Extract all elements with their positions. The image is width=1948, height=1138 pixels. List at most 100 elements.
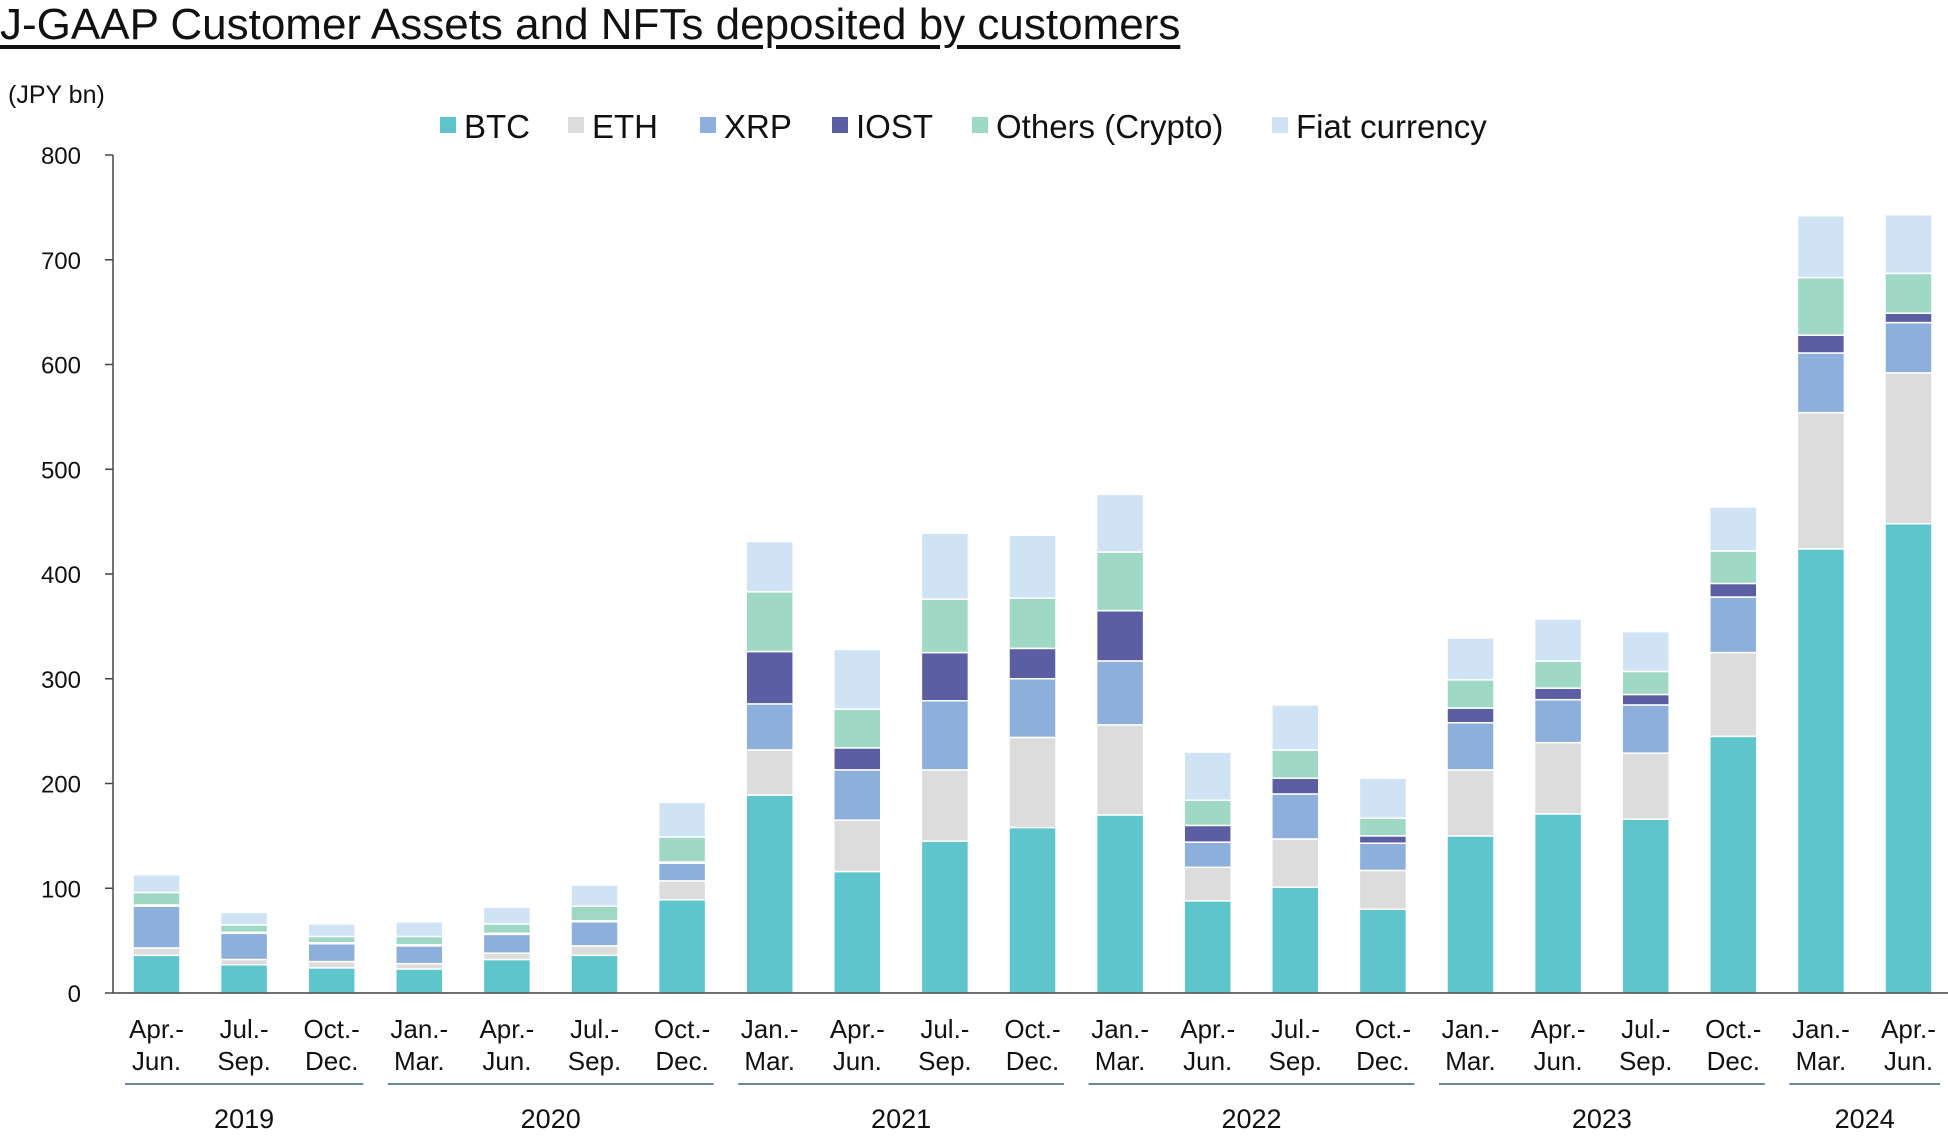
y-tick-label: 100: [41, 876, 81, 903]
bar-segment-xrp: [1533, 698, 1583, 744]
bar-segment-iost: [1183, 824, 1232, 843]
bar-segment-fiat-currency: [657, 801, 707, 838]
bar-stack: [1796, 215, 1846, 994]
bar-segment-fiat-currency: [920, 532, 970, 600]
legend-swatch: [700, 117, 716, 133]
bar-segment-eth: [920, 769, 970, 842]
bar-segment-fiat-currency: [132, 873, 181, 894]
bar-stack: [570, 884, 619, 994]
bar-stack: [1271, 704, 1320, 994]
bar-segment-xrp: [1271, 793, 1320, 840]
bar-segment-others-crypto: [1621, 670, 1670, 696]
bar-segment-xrp: [745, 703, 794, 751]
bar-segment-btc: [1533, 813, 1583, 994]
bar-segment-others-crypto: [219, 924, 269, 933]
bar-segment-eth: [745, 749, 794, 796]
bars: [132, 213, 1933, 994]
bar-segment-others-crypto: [1884, 272, 1933, 314]
bar-stack: [219, 911, 269, 994]
bar-segment-btc: [482, 958, 532, 994]
bar-segment-others-crypto: [1796, 276, 1846, 336]
x-tick-label: Apr.-Jun.: [830, 1014, 885, 1076]
bar-segment-xrp: [307, 943, 356, 963]
bar-stack: [1358, 777, 1408, 994]
bar-segment-eth: [219, 958, 269, 966]
bar-segment-fiat-currency: [219, 911, 269, 926]
y-tick-label: 0: [68, 981, 81, 1008]
bar-segment-fiat-currency: [1884, 213, 1933, 275]
bar-stack: [1008, 534, 1057, 994]
bar-segment-xrp: [1446, 721, 1495, 771]
bar-segment-eth: [1358, 869, 1408, 910]
bar-stack: [1095, 493, 1145, 994]
bar-segment-others-crypto: [570, 905, 619, 922]
bar-segment-btc: [1183, 900, 1232, 994]
bar-segment-eth: [1095, 724, 1145, 816]
y-axis: 0 100 200 300 400 500 600 700 800: [41, 143, 114, 1008]
bar-segment-others-crypto: [132, 891, 181, 906]
bar-segment-eth: [1796, 411, 1846, 550]
bar-segment-xrp: [219, 932, 269, 961]
bar-segment-eth: [1884, 372, 1933, 525]
chart-legend: BTC ETH XRP IOST Others (Crypto) Fiat currenc…: [440, 108, 1487, 145]
bar-stack: [657, 801, 707, 994]
bar-segment-btc: [1446, 835, 1495, 994]
bar-stack: [1183, 751, 1232, 994]
bar-stack: [482, 906, 532, 994]
bar-segment-others-crypto: [1183, 799, 1232, 827]
bar-segment-xrp: [1358, 842, 1408, 872]
bar-stack: [1446, 637, 1495, 994]
bar-segment-xrp: [132, 905, 181, 949]
bar-segment-others-crypto: [1095, 551, 1145, 612]
x-tick-label: Jul.-Sep.: [568, 1014, 622, 1076]
bar-segment-iost: [1271, 777, 1320, 795]
legend-item: XRP: [700, 108, 792, 145]
y-tick-label: 400: [41, 562, 81, 589]
bar-segment-fiat-currency: [395, 921, 444, 938]
x-tick-label: Jan.-Mar.: [741, 1014, 799, 1076]
x-tick-label: Oct.-Dec.: [1705, 1014, 1761, 1076]
bar-segment-btc: [745, 794, 794, 994]
x-tick-label: Jan.-Mar.: [1442, 1014, 1500, 1076]
bar-segment-others-crypto: [745, 591, 794, 653]
bar-segment-btc: [132, 954, 181, 994]
bar-stack: [1884, 213, 1933, 994]
bar-segment-xrp: [920, 699, 970, 771]
legend-label: ETH: [592, 108, 658, 145]
bar-segment-others-crypto: [1271, 749, 1320, 780]
bar-segment-xrp: [395, 945, 444, 965]
x-tick-label: Jul.-Sep.: [217, 1014, 271, 1076]
bar-segment-others-crypto: [1533, 660, 1583, 689]
bar-segment-fiat-currency: [1183, 751, 1232, 802]
bar-segment-eth: [132, 947, 181, 957]
bar-segment-eth: [833, 819, 882, 873]
bar-segment-eth: [1709, 651, 1758, 738]
y-tick-label: 600: [41, 353, 81, 380]
bar-stack: [920, 532, 970, 994]
legend-item: BTC: [440, 108, 530, 145]
legend-swatch: [1272, 117, 1288, 133]
y-tick-label: 800: [41, 143, 81, 170]
x-tick-label: Apr.-Jun.: [479, 1014, 534, 1076]
bar-segment-btc: [1621, 818, 1670, 994]
x-tick-label: Jan.-Mar.: [390, 1014, 448, 1076]
bar-segment-btc: [1884, 522, 1933, 994]
legend-label: IOST: [856, 108, 933, 145]
bar-segment-iost: [920, 651, 970, 702]
bar-segment-fiat-currency: [1008, 534, 1057, 599]
x-tick-label: Apr.-Jun.: [129, 1014, 184, 1076]
legend-swatch: [832, 117, 848, 133]
y-tick-label: 300: [41, 667, 81, 694]
year-group-label: 2023: [1572, 1104, 1632, 1134]
bar-segment-others-crypto: [1709, 550, 1758, 585]
bar-segment-xrp: [1709, 596, 1758, 654]
bar-segment-iost: [1008, 647, 1057, 680]
bar-stack: [307, 923, 356, 994]
bar-segment-others-crypto: [1358, 817, 1408, 837]
bar-segment-btc: [570, 954, 619, 994]
bar-segment-btc: [1008, 826, 1057, 994]
bar-segment-fiat-currency: [307, 923, 356, 938]
bar-segment-btc: [1095, 814, 1145, 994]
bar-segment-btc: [1271, 886, 1320, 994]
bar-segment-xrp: [1095, 660, 1145, 726]
